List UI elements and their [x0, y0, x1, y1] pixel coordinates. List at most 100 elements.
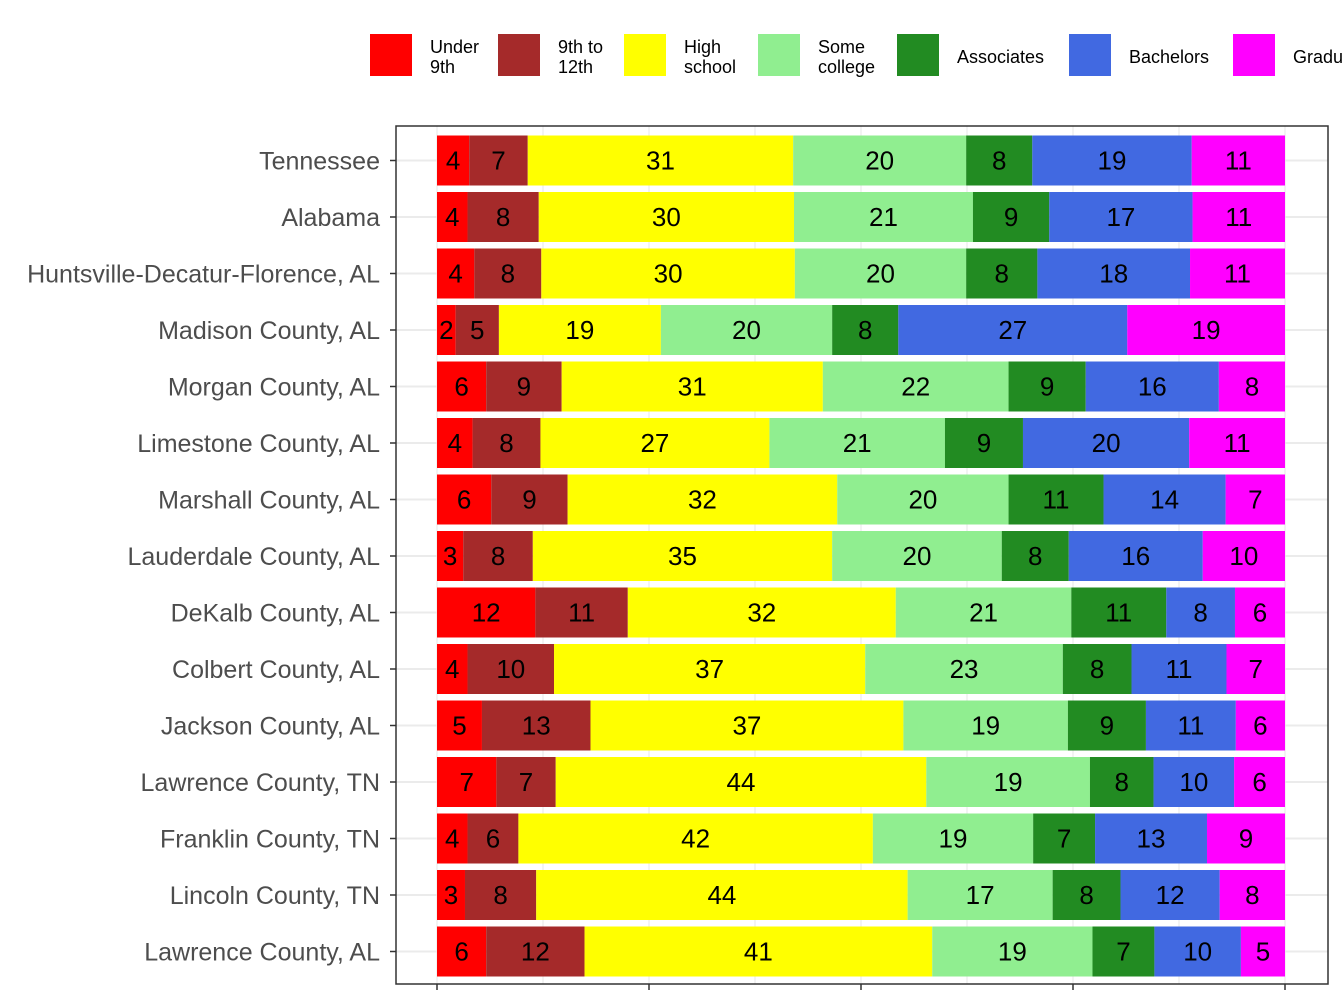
bar-value-label: 37 — [732, 711, 761, 741]
bar-segment — [1095, 813, 1207, 864]
bar-row: 4 10 37 23 8 11 7 — [437, 644, 1285, 694]
bar-segment — [794, 192, 973, 242]
bar-value-label: 6 — [1253, 711, 1267, 741]
bar-value-label: 4 — [445, 202, 459, 232]
bar-value-label: 8 — [992, 146, 1006, 176]
bar-value-label: 12 — [472, 598, 501, 628]
bar-value-label: 11 — [1224, 259, 1251, 289]
bar-value-label: 16 — [1121, 541, 1150, 571]
bar-segment — [535, 587, 628, 638]
bar-segment — [1089, 757, 1154, 807]
bar-value-label: 9 — [1004, 202, 1018, 232]
bar-segment — [538, 192, 795, 242]
y-tick-label: Lincoln County, TN — [170, 882, 380, 910]
bar-segment — [1225, 474, 1285, 525]
bar-value-label: 32 — [747, 598, 776, 628]
bar-row: 6 12 41 19 7 10 5 — [437, 926, 1285, 977]
bar-segment — [590, 700, 904, 751]
bar-value-label: 32 — [688, 485, 717, 515]
bar-segment — [464, 870, 537, 920]
legend-label: Some — [818, 37, 865, 57]
bar-segment — [1103, 474, 1226, 525]
bar-value-label: 8 — [1115, 767, 1129, 797]
bar-segment — [437, 248, 475, 299]
bar-segment — [455, 305, 499, 355]
bar-value-label: 4 — [446, 146, 460, 176]
bar-value-label: 19 — [939, 824, 968, 854]
bar-segment — [1022, 418, 1190, 468]
bar-segment — [1120, 870, 1220, 920]
bar-segment — [966, 135, 1033, 186]
y-tick-label: Lauderdale County, AL — [127, 543, 380, 571]
bar-segment — [1037, 248, 1191, 299]
bar-segment — [437, 587, 536, 638]
bar-value-label: 30 — [654, 259, 683, 289]
bar-value-label: 3 — [444, 880, 458, 910]
bar-segment — [555, 757, 927, 807]
bar-value-label: 20 — [1092, 428, 1121, 458]
legend-key — [624, 34, 666, 76]
bar-segment — [437, 700, 482, 751]
bar-segment — [1067, 700, 1146, 751]
bar-value-label: 19 — [1098, 146, 1127, 176]
bar-value-label: 8 — [491, 541, 505, 571]
bar-row: 4 8 27 21 9 20 11 — [437, 418, 1285, 468]
bar-segment — [1191, 135, 1285, 186]
bar-value-label: 11 — [1177, 711, 1204, 741]
bar-segment — [467, 192, 539, 242]
bar-value-label: 11 — [1166, 654, 1193, 684]
bar-value-label: 20 — [908, 485, 937, 515]
bar-segment — [865, 644, 1063, 694]
bar-value-label: 6 — [457, 485, 471, 515]
bar-segment — [518, 813, 873, 864]
bar-segment — [472, 418, 541, 468]
bar-value-label: 19 — [1192, 315, 1221, 345]
legend-label: Bachelors — [1129, 47, 1209, 67]
bar-value-label: 20 — [732, 315, 761, 345]
bar-segment — [793, 135, 967, 186]
bar-row: 3 8 44 17 8 12 8 — [437, 870, 1285, 920]
bar-value-label: 31 — [646, 146, 675, 176]
y-tick-label: Marshall County, AL — [158, 487, 380, 515]
y-tick-label: Alabama — [281, 204, 380, 232]
bar-value-label: 6 — [454, 372, 468, 402]
bar-segment — [1202, 531, 1285, 581]
y-tick-label: Huntsville-Decatur-Florence, AL — [27, 261, 380, 289]
bar-segment — [1192, 192, 1285, 242]
legend-label: school — [684, 57, 736, 77]
bar-value-label: 27 — [998, 315, 1027, 345]
bar-segment — [567, 474, 838, 525]
bar-value-label: 9 — [1040, 372, 1054, 402]
bar-segment — [822, 361, 1009, 412]
bar-segment — [832, 305, 899, 355]
bar-row: 3 8 35 20 8 16 10 — [437, 531, 1285, 581]
bar-value-label: 7 — [1057, 824, 1071, 854]
bar-segment — [527, 135, 794, 186]
bar-value-label: 9 — [1239, 824, 1253, 854]
bar-segment — [1008, 474, 1104, 525]
bar-value-label: 10 — [1183, 937, 1212, 967]
bar-value-label: 37 — [695, 654, 724, 684]
bar-segment — [1189, 418, 1285, 468]
bar-value-label: 10 — [496, 654, 525, 684]
bar-value-label: 4 — [448, 259, 462, 289]
bars: 4 7 31 20 8 19 114 8 30 21 9 17 114 8 30 20 8 18 112 5 19 20 8… — [437, 135, 1285, 977]
bar-segment — [1154, 926, 1241, 977]
bar-segment — [584, 926, 933, 977]
bar-segment — [437, 870, 465, 920]
y-tick-label: Franklin County, TN — [160, 826, 380, 854]
bar-segment — [1071, 587, 1167, 638]
bar-value-label: 4 — [448, 428, 462, 458]
bar-value-label: 11 — [1225, 202, 1252, 232]
bar-segment — [1092, 926, 1155, 977]
bar-segment — [837, 474, 1009, 525]
bar-value-label: 8 — [1079, 880, 1093, 910]
bar-value-label: 13 — [522, 711, 551, 741]
bar-segment — [972, 192, 1050, 242]
bar-value-label: 11 — [1224, 428, 1251, 458]
bar-value-label: 21 — [969, 598, 998, 628]
bar-segment — [898, 305, 1128, 355]
y-tick-label: Colbert County, AL — [172, 656, 380, 684]
bar-segment — [944, 418, 1023, 468]
